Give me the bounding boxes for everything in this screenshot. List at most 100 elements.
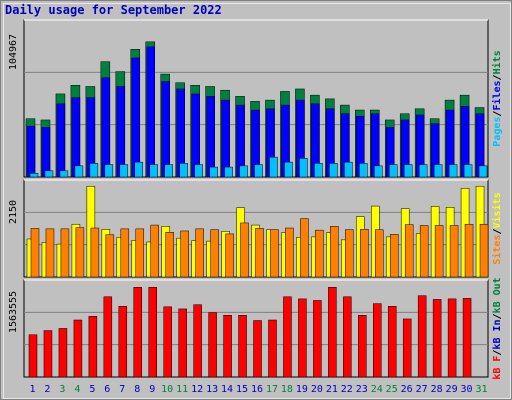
files-bar	[146, 46, 155, 178]
sites-bar	[75, 227, 85, 278]
sites-bar	[30, 228, 40, 278]
sites-bar	[434, 225, 444, 278]
sites-bar	[360, 229, 369, 278]
sites-bar	[150, 224, 159, 278]
files-bar	[56, 103, 66, 178]
day-label: 16	[251, 384, 263, 395]
sites-bar	[255, 228, 264, 278]
kbytes-bar	[328, 287, 337, 378]
kbytes-bar	[208, 312, 217, 378]
panel-1-ymax-label: 104967	[8, 34, 19, 70]
sites-bar	[464, 223, 474, 278]
day-label: 13	[206, 384, 218, 395]
pages-bar	[254, 164, 263, 178]
pages-bar	[374, 165, 383, 178]
day-label: 21	[326, 384, 338, 395]
pages-bar	[59, 170, 69, 178]
pages-bar	[29, 173, 39, 178]
kbytes-bar	[193, 304, 202, 378]
sites-bar	[330, 226, 339, 278]
panel-3-right-label: kB F/kB In/kB Out	[492, 277, 503, 379]
kbytes-bar	[58, 328, 68, 378]
kbytes-bar	[28, 334, 38, 378]
day-label: 11	[176, 384, 188, 395]
sites-bar	[375, 229, 384, 278]
kbytes-bar	[118, 306, 128, 378]
kbytes-bar	[462, 298, 472, 378]
pages-bar	[329, 163, 338, 178]
pages-bar	[239, 165, 248, 178]
files-bar	[206, 96, 215, 178]
pages-bar	[89, 163, 99, 178]
pages-bar	[179, 163, 188, 178]
kbytes-bar	[343, 296, 352, 378]
kbytes-bar	[283, 296, 292, 378]
day-label: 23	[356, 384, 368, 395]
kbytes-bar	[373, 303, 382, 378]
panel-1-right-label: Pages/Files/Hits	[491, 50, 503, 146]
pages-bar	[134, 161, 144, 178]
kbytes-bar	[133, 287, 143, 378]
files-bar	[116, 86, 126, 178]
pages-bar	[344, 161, 353, 178]
files-bar	[101, 77, 111, 178]
pages-bar	[209, 166, 218, 178]
sites-bar	[105, 234, 115, 278]
sites-bar	[45, 228, 55, 278]
panel-2-right-label: Sites/Visits	[491, 192, 503, 264]
pages-bar	[359, 163, 368, 178]
pages-bar	[74, 165, 84, 178]
pages-bar	[194, 164, 203, 178]
day-label: 30	[461, 384, 473, 395]
chart-title: Daily usage for September 2022	[5, 3, 222, 17]
kbytes-bar	[358, 315, 367, 378]
files-bar	[221, 99, 230, 178]
sites-bar	[404, 224, 414, 278]
day-label: 28	[431, 384, 443, 395]
sites-bar	[135, 228, 145, 278]
kbytes-bar	[298, 298, 307, 378]
sites-bar	[479, 223, 489, 278]
day-label: 22	[341, 384, 353, 395]
sites-bar	[315, 229, 324, 278]
sites-bar	[195, 228, 204, 278]
kbytes-bar	[178, 308, 187, 378]
day-label: 29	[446, 384, 458, 395]
kbytes-bar	[88, 316, 98, 378]
day-label: 7	[119, 384, 125, 395]
sites-bar	[449, 225, 459, 278]
panel-3-ymax-label: 1563555	[8, 291, 19, 333]
pages-bar	[418, 164, 428, 178]
sites-bar	[389, 234, 399, 278]
sites-bar	[419, 225, 429, 278]
kbytes-bar	[163, 306, 172, 378]
kbytes-bar	[387, 306, 397, 378]
files-bar	[26, 125, 36, 178]
pages-bar	[478, 165, 488, 178]
sites-bar	[120, 228, 130, 278]
day-label: 19	[296, 384, 308, 395]
pages-bar	[463, 164, 473, 178]
day-label: 1	[29, 384, 35, 395]
panel-2-ymax-label: 2150	[8, 200, 19, 224]
kbytes-bar	[103, 296, 113, 378]
day-label: 18	[281, 384, 293, 395]
sites-bar	[300, 218, 309, 278]
day-label: 17	[266, 384, 278, 395]
pages-bar	[299, 158, 308, 178]
day-label: 25	[386, 384, 398, 395]
kbytes-bar	[417, 295, 427, 378]
pages-bar	[224, 166, 233, 178]
kbytes-bar	[432, 299, 442, 378]
pages-bar	[433, 164, 443, 178]
pages-bar	[44, 170, 54, 178]
day-label: 20	[311, 384, 323, 395]
files-bar	[131, 57, 141, 178]
kbytes-bar	[447, 298, 457, 378]
files-bar	[41, 127, 51, 178]
pages-bar	[388, 164, 398, 178]
day-label: 2	[44, 384, 50, 395]
sites-bar	[270, 229, 279, 278]
pages-bar	[269, 156, 278, 178]
pages-bar	[284, 161, 293, 178]
